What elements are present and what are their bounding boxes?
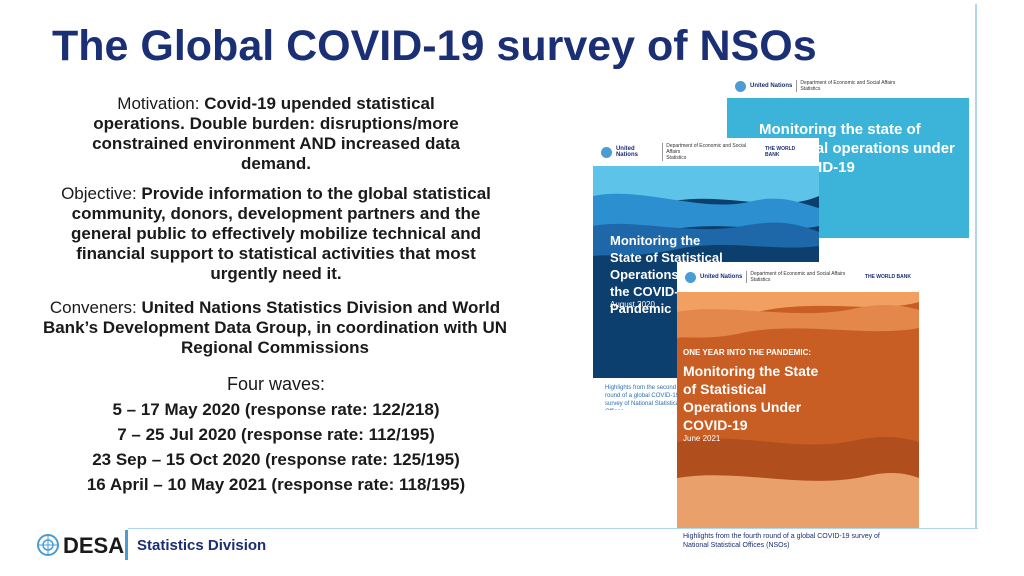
un-emblem-icon (685, 271, 696, 283)
wave-item: 7 – 25 Jul 2020 (response rate: 112/195) (117, 425, 435, 444)
wave-item: 23 Sep – 15 Oct 2020 (response rate: 125… (92, 450, 460, 469)
statistics-division-label: Statistics Division (137, 537, 267, 554)
conveners-paragraph: Conveners: United Nations Statistics Div… (30, 298, 520, 358)
wave-item: 16 April – 10 May 2021 (response rate: 1… (86, 475, 466, 494)
world-bank-logo: THE WORLD BANK (864, 274, 911, 280)
report-date: August 2020 (610, 300, 655, 309)
report-header: United Nations Department of Economic an… (677, 262, 919, 292)
motivation-text: Covid-19 upended statistical operations.… (92, 94, 460, 173)
conveners-text: United Nations Statistics Division and W… (42, 298, 508, 357)
page-title: The Global COVID-19 survey of NSOs (52, 22, 817, 70)
desa-logo-text: DESA (63, 533, 125, 558)
accent-line-horizontal (128, 528, 978, 529)
dept-text: Department of Economic and Social Affair… (746, 271, 845, 283)
un-logo-text: United Nations (700, 274, 743, 280)
report-date: June 2021 (683, 434, 721, 443)
dept-text: Department of Economic and Social Affair… (662, 143, 761, 161)
report-header: United Nations Department of Economic an… (593, 138, 819, 166)
dept-text: Department of Economic and Social Affair… (796, 80, 895, 92)
objective-label: Objective: (61, 184, 137, 203)
waves-label: Four waves: (226, 374, 326, 394)
un-logo-text: United Nations (615, 146, 638, 158)
un-emblem-icon (735, 80, 746, 92)
cover-waves (677, 292, 919, 528)
objective-paragraph: Objective: Provide information to the gl… (36, 184, 516, 284)
report-cover-front: United Nations Department of Economic an… (677, 262, 919, 556)
un-emblem-icon (601, 146, 612, 158)
conveners-label: Conveners: (49, 298, 137, 317)
report-title: Monitoring the State of Statistical Oper… (683, 363, 819, 433)
un-emblem-icon (37, 534, 59, 556)
accent-line-vertical (975, 4, 977, 528)
report-title: Monitoring the State of Statistical Oper… (610, 233, 723, 316)
motivation-label: Motivation: (117, 94, 200, 113)
un-logo-text: United Nations (750, 83, 793, 89)
report-header: United Nations Department of Economic an… (727, 74, 969, 98)
report-caption: Highlights from the fourth round of a gl… (683, 533, 880, 549)
footer-divider (125, 530, 128, 560)
world-bank-logo: THE WORLD BANK (764, 146, 796, 158)
report-kicker: ONE YEAR INTO THE PANDEMIC: (683, 348, 812, 357)
objective-text: Provide information to the global statis… (71, 184, 491, 283)
waves-list: Four waves: 5 – 17 May 2020 (response ra… (36, 372, 516, 497)
motivation-paragraph: Motivation: Covid-19 upended statistical… (36, 94, 516, 174)
wave-item: 5 – 17 May 2020 (response rate: 122/218) (112, 400, 440, 419)
report-caption: Highlights from the second round of a gl… (605, 385, 681, 410)
